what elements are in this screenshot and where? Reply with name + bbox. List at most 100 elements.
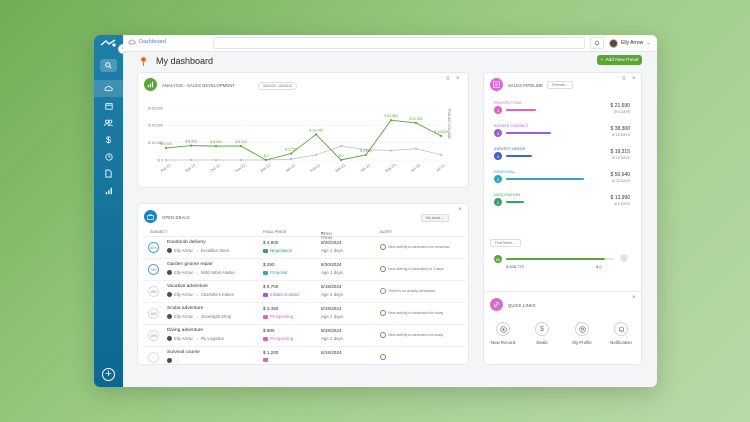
table-row[interactable]: 25% Vacation adventure Elly Arrow → Charlott… <box>142 281 466 303</box>
page-title: My dashboard <box>156 56 214 66</box>
quick-link-label: New Record <box>490 340 516 345</box>
column-alert[interactable]: ALERT <box>380 230 393 234</box>
column-final-price[interactable]: FINAL PRICE <box>263 230 287 234</box>
data-point <box>364 153 368 156</box>
sidebar-item-documents[interactable] <box>94 165 123 182</box>
quick-link-new-record[interactable]: New Record <box>485 322 521 345</box>
deal-progress: 10% <box>150 311 157 316</box>
table-row[interactable]: 10% Diving adventure Elly Arrow → Fly Logist… <box>142 325 466 347</box>
column-subject[interactable]: SUBJECT <box>150 230 168 234</box>
quick-link-my-profile[interactable]: My Profile <box>564 322 600 345</box>
sidebar-item-contacts[interactable] <box>94 114 123 131</box>
pipeline-stage[interactable]: INITIATE CONTACT 4 $ 38,300 Ø 16 DAYS <box>494 124 630 144</box>
notification-button[interactable] <box>590 37 604 49</box>
deal-open-date: 8/19/2024 <box>321 350 342 355</box>
plus-circle-icon[interactable]: + <box>102 368 115 381</box>
plus-icon <box>496 322 510 336</box>
close-icon[interactable]: × <box>458 207 462 213</box>
data-point <box>414 147 418 150</box>
deal-alert-text: Next activity is scheduled in 3 days <box>388 267 444 271</box>
pipeline-filter-input[interactable]: Filterate... <box>547 81 573 89</box>
deal-age: Age 2 days <box>321 292 343 297</box>
stage-count: 4 <box>494 152 502 160</box>
deal-progress-ring: 75% <box>148 264 159 275</box>
quick-link-deals[interactable]: $ Deals <box>524 322 560 345</box>
deals-filter-select[interactable]: My deals ⌄ <box>421 214 450 222</box>
pipeline-stage[interactable]: PROSPECTING 4 $ 21,690 Ø 6 DAYS <box>494 101 630 121</box>
dollar-icon: $ <box>535 322 549 336</box>
deal-company[interactable]: Greenlight Shop <box>200 314 232 319</box>
global-search-input[interactable] <box>213 37 585 49</box>
deal-meta: Elly Arrow → Excalibur Steel <box>167 248 229 253</box>
deal-progress-ring <box>148 352 159 363</box>
deal-company[interactable]: Wild Safari Alaska <box>200 270 235 275</box>
stage-bar <box>506 201 524 204</box>
filter-icon[interactable]: ≡ <box>622 76 626 82</box>
sidebar-item-activities[interactable] <box>94 148 123 165</box>
quick-link-notification[interactable]: Notification <box>603 322 639 345</box>
deal-subject[interactable]: Doorknob delivery <box>167 240 206 245</box>
table-row[interactable]: 75% Garden gnome repair Elly Arrow → Wild Sa… <box>142 259 466 281</box>
user-menu[interactable]: Elly Arrow ⌄ <box>609 37 654 49</box>
pipeline-stage[interactable]: IDENTIFY NEEDS 4 $ 19,315 Ø 19 DAYS <box>494 147 630 167</box>
deal-open-date: 8/20/2024 <box>321 262 342 267</box>
deal-subject[interactable]: Survival course <box>167 350 200 355</box>
add-new-panel-button[interactable]: + Add New Panel <box>597 55 642 65</box>
data-point <box>389 149 393 152</box>
deal-company[interactable]: Fly Logistics <box>200 336 224 341</box>
stage-tag-icon <box>263 248 268 253</box>
avatar <box>167 358 172 363</box>
next-arrow-icon[interactable]: › <box>620 254 628 262</box>
close-icon[interactable]: × <box>632 295 636 301</box>
breadcrumb-label[interactable]: Dashboard <box>139 39 166 45</box>
dashboard-pin-icon <box>140 56 147 66</box>
sidebar-item-deals[interactable]: $ <box>94 131 123 148</box>
deal-open-date: 8/19/2024 <box>321 284 342 289</box>
deal-stage: Prospecting <box>263 314 293 319</box>
sidebar-item-calendar[interactable] <box>94 97 123 114</box>
bell-icon <box>614 322 628 336</box>
stage-tag-icon <box>263 358 268 362</box>
add-new-panel-label: Add New Panel <box>605 57 639 63</box>
stage-bar <box>506 132 551 135</box>
deal-subject[interactable]: Diving adventure <box>167 328 203 333</box>
quick-link-label: Notification <box>610 340 632 345</box>
table-row[interactable]: 10% Scuba adventure Elly Arrow → Greenlight … <box>142 303 466 325</box>
quick-links-panel-icon <box>490 298 503 311</box>
analysis-date-range[interactable]: 08/2022 - 08/2023 <box>258 82 298 90</box>
calendar-icon <box>104 102 113 110</box>
data-label: $ 6,905 <box>160 142 172 146</box>
filter-icon[interactable]: ≡ <box>446 76 450 82</box>
avatar <box>167 270 172 275</box>
deal-age: Age 1 days <box>321 270 343 275</box>
sidebar-search-button[interactable] <box>100 59 117 72</box>
close-icon[interactable]: × <box>632 76 636 82</box>
close-icon[interactable]: × <box>456 76 460 82</box>
table-row[interactable]: 80% Doorknob delivery Elly Arrow → Excalibur… <box>142 237 466 259</box>
stage-bar <box>506 155 532 158</box>
deal-subject[interactable]: Vacation adventure <box>167 284 208 289</box>
table-row[interactable]: Survival course → $ 1,200 8/19/2024 <box>142 347 466 364</box>
deal-subject[interactable]: Garden gnome repair <box>167 262 213 267</box>
deal-subject[interactable]: Scuba adventure <box>167 306 204 311</box>
stage-days: Ø 23 DAYS <box>612 179 630 183</box>
stage-name: PROPOSAL <box>494 170 515 174</box>
pipeline-period-select[interactable]: First Week ⌄ <box>490 239 522 247</box>
sidebar-item-reports[interactable] <box>94 182 123 199</box>
won-amount: $ 528,775 <box>506 264 524 269</box>
sidebar-item-dashboard[interactable] <box>94 80 123 97</box>
column-open-from[interactable]: OPEN FROM ▾ <box>321 231 333 240</box>
people-icon <box>104 119 113 126</box>
data-point <box>189 158 193 162</box>
deal-company[interactable]: Charlotte's Cakes <box>200 292 234 297</box>
deal-owner: Elly Arrow <box>174 292 193 297</box>
stage-tag-icon <box>263 292 268 297</box>
data-point <box>164 158 168 162</box>
deal-company[interactable]: Excalibur Steel <box>200 248 229 253</box>
deal-owner: Elly Arrow <box>174 314 193 319</box>
alarm-clock-icon <box>380 288 386 294</box>
deal-meta: Elly Arrow → Wild Safari Alaska <box>167 270 235 275</box>
pipeline-stage[interactable]: NEGOTIATION 2 $ 13,990 Ø 6 DAYS <box>494 193 630 213</box>
pipeline-stage[interactable]: PROPOSAL 2 $ 50,640 Ø 23 DAYS <box>494 170 630 190</box>
data-point <box>289 152 293 155</box>
